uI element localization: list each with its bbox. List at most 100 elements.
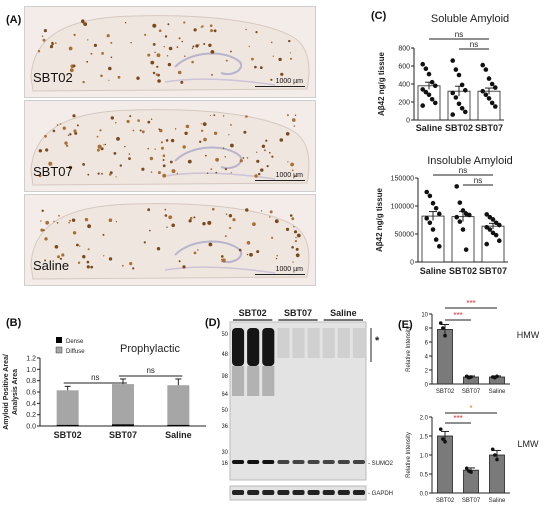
scalebar-label: 1000 µm	[275, 266, 303, 273]
data-point	[483, 67, 489, 72]
plaque	[150, 171, 153, 173]
y-axis-label: Aβ42 ng/g tissue	[377, 51, 386, 116]
plaque	[193, 28, 197, 32]
y-tick-label: 1.2	[26, 356, 36, 363]
sig-label: ns	[459, 166, 467, 175]
category-label: Saline	[420, 266, 447, 276]
plaque	[270, 78, 273, 81]
data-point	[430, 200, 436, 206]
plaque	[294, 240, 297, 243]
plaque	[67, 134, 70, 136]
faint-smear	[337, 328, 350, 358]
gapdh-band	[262, 490, 275, 495]
mw-marker: 16	[222, 461, 229, 467]
y-axis-label: Amyloid Positive Area/	[3, 354, 10, 430]
panel-e-label: (E)	[398, 319, 413, 331]
plaque	[181, 40, 184, 43]
faint-smear	[277, 328, 290, 358]
plaque	[221, 255, 224, 258]
plaque	[293, 125, 296, 127]
plaque	[109, 173, 112, 176]
plaque	[155, 73, 159, 76]
category-label: SBT02	[449, 266, 477, 276]
data-point	[484, 212, 490, 217]
sig-label: ns	[455, 30, 463, 39]
plaque	[103, 144, 105, 146]
hmw-smear	[247, 328, 260, 366]
faint-smear	[352, 328, 365, 358]
sig-label: ns	[470, 40, 478, 49]
plaque	[182, 265, 186, 269]
plaque	[129, 262, 133, 266]
plaque	[160, 141, 163, 144]
y-tick-label: 100000	[391, 204, 414, 211]
y-tick-label: 0	[410, 260, 414, 267]
data-point	[495, 374, 499, 379]
plaque	[242, 157, 245, 159]
plaque	[156, 65, 159, 68]
data-point	[443, 439, 447, 444]
y-tick-label: 400	[398, 82, 410, 89]
category-label: Saline	[489, 498, 506, 504]
plaque	[212, 207, 215, 211]
mw-marker: 50	[222, 408, 229, 414]
plaque	[177, 70, 182, 75]
data-point	[463, 247, 469, 252]
plaque	[73, 33, 76, 37]
brain-section-sbt02	[30, 15, 310, 92]
bar-dense	[112, 424, 134, 426]
insoluble-amyloid-chart: Insoluble Amyloid 0 50000 100000 150000 Aβ42 …	[375, 155, 513, 276]
plaque	[197, 249, 199, 251]
plaque	[195, 44, 199, 48]
plaque	[176, 46, 179, 48]
western-blot: SBT02 SBT07 Saline 250 148 98 64 50 36 30 16 * - SUM…	[222, 308, 394, 501]
y-tick-label: 2.0	[420, 416, 429, 422]
data-point	[469, 470, 473, 474]
data-point	[492, 85, 498, 90]
data-point	[495, 457, 499, 462]
plaque	[82, 80, 85, 84]
sumo2-band	[277, 460, 290, 464]
plaque	[44, 237, 48, 241]
plaque	[61, 253, 65, 257]
plaque	[261, 144, 266, 148]
plaque	[73, 129, 77, 133]
y-tick-label: 600	[398, 64, 410, 71]
plaque	[178, 260, 181, 263]
plaque	[269, 216, 271, 218]
gapdh-band	[352, 490, 365, 495]
y-tick-label: 50000	[395, 232, 415, 239]
plaque	[246, 157, 249, 159]
plaque	[269, 151, 271, 154]
plaque	[249, 252, 253, 257]
plaque	[296, 233, 301, 238]
bar-dense	[167, 424, 190, 426]
sig-label: ***	[466, 300, 475, 308]
plaque	[176, 172, 179, 175]
plaque	[86, 60, 89, 63]
bar-diffuse	[56, 390, 79, 425]
data-point	[462, 88, 468, 93]
plaque	[230, 124, 232, 126]
data-point	[438, 427, 443, 431]
plaque	[191, 47, 194, 49]
faint-smear	[307, 328, 320, 358]
chart-title: Prophylactic	[120, 343, 180, 355]
plaque	[100, 74, 103, 78]
plaque	[149, 156, 154, 161]
y-tick-label: 2	[425, 369, 429, 375]
plaque	[211, 74, 213, 76]
mw-marker: 36	[222, 424, 229, 430]
sumo2-label: - SUMO2	[368, 461, 394, 467]
gapdh-band	[307, 490, 320, 495]
plaque	[68, 221, 70, 224]
data-point	[493, 232, 499, 238]
plaque	[158, 29, 162, 32]
plaque	[52, 129, 56, 133]
data-point	[450, 90, 456, 96]
plaque	[182, 145, 186, 149]
legend-swatch-dense	[56, 337, 62, 343]
plaque	[121, 264, 124, 267]
y-tick-label: 0.0	[26, 424, 36, 431]
plaque	[93, 43, 97, 48]
